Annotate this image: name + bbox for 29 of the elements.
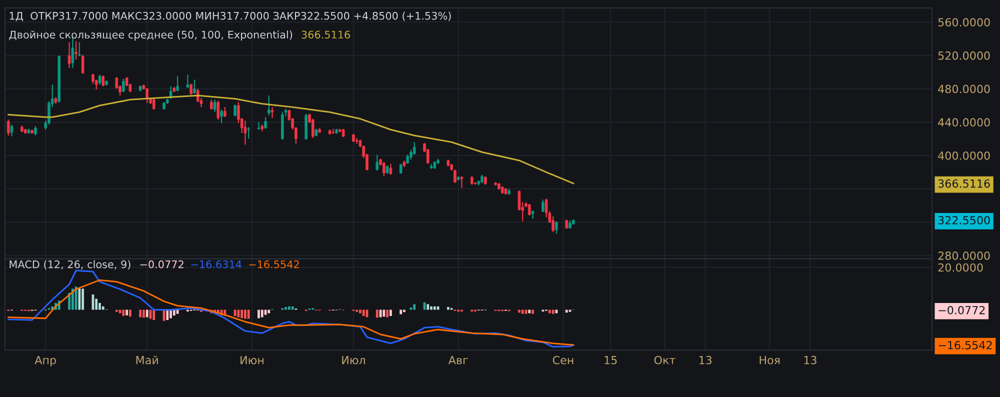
y-tick-label: 480.0000 [938, 84, 990, 94]
y-tick-label: 440.0000 [938, 118, 990, 127]
x-tick-label: 15 [604, 356, 617, 364]
chart-title: 1Д ОТКР317.7000 МАКС323.0000 МИН317.7000 ЗАКР322.5500 +4.8500 (+1.53%) [10, 12, 451, 22]
x-tick-label: 13 [804, 356, 816, 364]
annotation: −16.6314 [191, 260, 242, 268]
x-tick-label: 13 [699, 356, 712, 364]
y-tick-label: −0.0772 [938, 306, 985, 314]
x-tick-label: Ноя [760, 356, 780, 364]
x-tick-label: Июл [342, 356, 365, 364]
y-tick-label: 366.5116 [938, 179, 990, 188]
y-tick-label: 280.0000 [938, 251, 990, 260]
y-tick-label: −16.5542 [938, 340, 992, 350]
y-tick-label: 322.5500 [938, 216, 990, 224]
text: Двойное скользящее среднее (50, 100, Exponential) [9, 30, 292, 41]
y-tick-label: 560.0000 [938, 18, 990, 26]
annotation: −16.5542 [249, 260, 299, 268]
annotation: 366.5116 [302, 30, 350, 39]
x-tick-label: Апр [34, 356, 56, 366]
y-tick-label: 400.0000 [938, 151, 990, 160]
x-tick-label: Окт [654, 356, 676, 364]
x-tick-label: Июн [240, 356, 264, 364]
annotation: −0.0772 [140, 260, 184, 268]
chart-title: MACD (12, 26, close, 9) [10, 260, 130, 270]
x-tick-label: Май [136, 356, 158, 364]
y-tick-label: 520.0000 [938, 51, 990, 60]
x-tick-label: Авг [448, 356, 468, 364]
y-tick-label: 20.0000 [938, 263, 983, 272]
x-tick-label: Сен [552, 356, 574, 364]
